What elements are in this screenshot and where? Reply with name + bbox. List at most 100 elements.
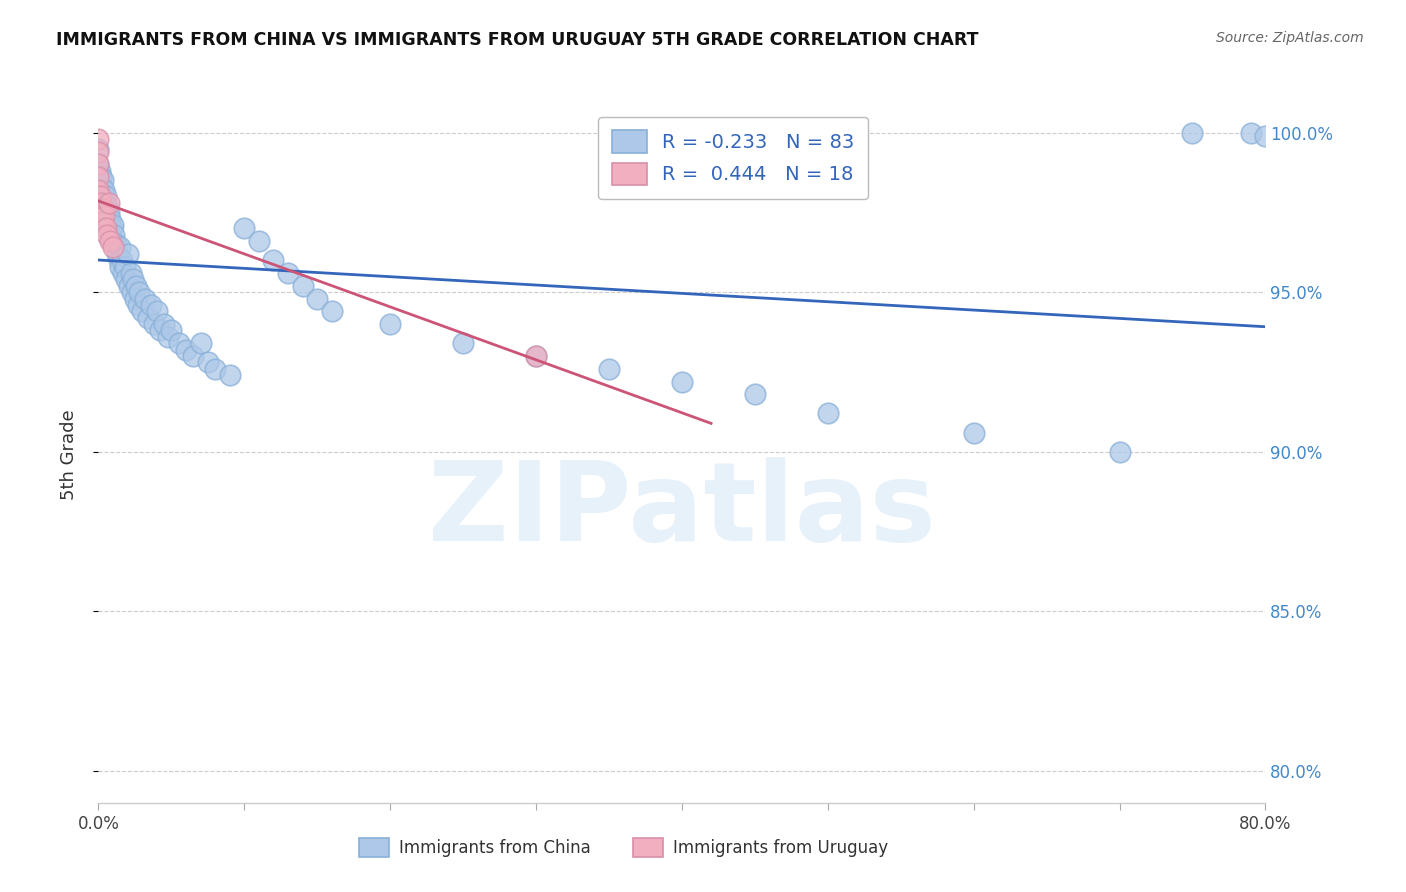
Point — [598, 361, 620, 376]
Point — [321, 304, 343, 318]
Point — [277, 266, 299, 280]
Point — [142, 317, 165, 331]
Text: ZIPatlas: ZIPatlas — [427, 457, 936, 564]
Point — [91, 189, 114, 203]
Point — [1108, 444, 1130, 458]
Point — [111, 253, 134, 268]
Point — [101, 240, 124, 254]
Point — [87, 195, 110, 210]
Point — [115, 272, 138, 286]
Point — [89, 202, 111, 216]
Point — [90, 209, 112, 223]
Point — [89, 189, 111, 203]
Point — [87, 177, 110, 191]
Point — [146, 304, 169, 318]
Point — [128, 285, 150, 300]
Point — [89, 202, 111, 216]
Point — [181, 349, 204, 363]
Point — [90, 170, 112, 185]
Point — [125, 278, 148, 293]
Point — [744, 387, 766, 401]
Point — [101, 218, 124, 232]
Point — [96, 227, 118, 242]
Point — [87, 145, 110, 159]
Point — [97, 205, 120, 219]
Point — [380, 317, 402, 331]
Point — [89, 164, 111, 178]
Point — [218, 368, 240, 383]
Point — [87, 157, 110, 171]
Point — [117, 247, 139, 261]
Point — [108, 253, 131, 268]
Point — [87, 132, 110, 146]
Point — [97, 221, 120, 235]
Point — [91, 215, 114, 229]
Point — [90, 195, 112, 210]
Point — [87, 183, 110, 197]
Point — [190, 336, 212, 351]
Point — [120, 266, 142, 280]
Point — [103, 227, 125, 242]
Point — [101, 234, 124, 248]
Point — [87, 142, 110, 156]
Point — [93, 215, 115, 229]
Point — [962, 425, 984, 440]
Point — [91, 205, 114, 219]
Point — [121, 285, 143, 300]
Point — [110, 260, 132, 274]
Point — [524, 349, 547, 363]
Point — [1240, 126, 1263, 140]
Point — [98, 211, 121, 226]
Point — [93, 183, 115, 197]
Point — [94, 209, 117, 223]
Point — [94, 189, 117, 203]
Point — [87, 170, 110, 185]
Point — [174, 343, 197, 357]
Point — [1254, 128, 1277, 143]
Point — [233, 221, 256, 235]
Point — [671, 375, 693, 389]
Point — [87, 157, 110, 171]
Point — [100, 221, 122, 235]
Point — [160, 323, 183, 337]
Point — [247, 234, 270, 248]
Point — [157, 330, 180, 344]
Point — [93, 199, 115, 213]
Point — [105, 247, 128, 261]
Point — [149, 323, 172, 337]
Point — [91, 173, 114, 187]
Point — [124, 292, 146, 306]
Point — [153, 317, 176, 331]
Point — [96, 215, 118, 229]
Point — [89, 177, 111, 191]
Y-axis label: 5th Grade: 5th Grade — [59, 409, 77, 500]
Point — [96, 199, 118, 213]
Point — [93, 209, 115, 223]
Point — [91, 202, 114, 216]
Point — [262, 253, 284, 268]
Point — [90, 202, 112, 216]
Point — [197, 355, 219, 369]
Point — [89, 189, 111, 203]
Point — [307, 292, 329, 306]
Point — [167, 336, 190, 351]
Legend: Immigrants from China, Immigrants from Uruguay: Immigrants from China, Immigrants from U… — [353, 831, 894, 864]
Point — [139, 298, 162, 312]
Point — [104, 237, 127, 252]
Point — [114, 260, 136, 274]
Point — [451, 336, 474, 351]
Point — [98, 234, 121, 248]
Point — [127, 298, 149, 312]
Text: Source: ZipAtlas.com: Source: ZipAtlas.com — [1216, 31, 1364, 45]
Point — [136, 310, 159, 325]
Point — [134, 292, 156, 306]
Point — [90, 186, 112, 201]
Point — [204, 361, 226, 376]
Point — [122, 272, 145, 286]
Point — [110, 240, 132, 254]
Point — [524, 349, 547, 363]
Point — [131, 304, 153, 318]
Point — [291, 278, 314, 293]
Point — [98, 227, 121, 242]
Point — [112, 266, 135, 280]
